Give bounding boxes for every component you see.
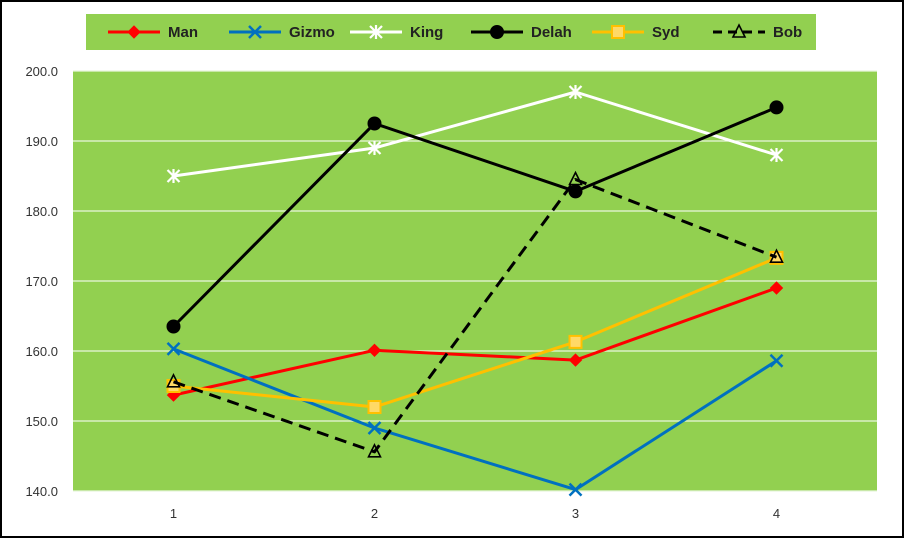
legend-entry-syd: Syd xyxy=(592,24,680,41)
y-tick-label: 180.0 xyxy=(25,204,58,219)
y-tick-label: 150.0 xyxy=(25,414,58,429)
x-tick-label: 1 xyxy=(170,506,177,521)
legend-marker-man xyxy=(127,25,141,39)
data-point-king xyxy=(166,169,181,183)
legend-entry-man: Man xyxy=(108,24,198,41)
y-axis-ticks: 140.0 150.0 160.0 170.0 180.0 190.0 200.0 xyxy=(25,64,58,499)
data-point-man xyxy=(769,281,784,295)
series-line-gizmo xyxy=(172,347,778,492)
x-tick-label: 4 xyxy=(773,506,780,521)
legend-label: Bob xyxy=(773,24,802,41)
data-point-delah xyxy=(769,100,784,115)
data-point-bob xyxy=(568,170,583,186)
data-point-king xyxy=(568,85,583,99)
x-tick-label: 2 xyxy=(371,506,378,521)
legend-marker-king xyxy=(369,25,383,39)
y-tick-label: 170.0 xyxy=(25,274,58,289)
series-line-man xyxy=(173,286,778,397)
y-tick-label: 200.0 xyxy=(25,64,58,79)
legend-entry-king: King xyxy=(350,24,443,41)
legend-label: Man xyxy=(168,24,198,41)
data-point-gizmo xyxy=(568,482,583,497)
y-tick-label: 160.0 xyxy=(25,344,58,359)
x-tick-label: 3 xyxy=(572,506,579,521)
data-point-syd xyxy=(367,400,382,414)
data-point-syd xyxy=(568,334,583,349)
gridlines xyxy=(73,70,877,492)
data-point-man xyxy=(568,353,583,367)
legend-label: Gizmo xyxy=(289,24,335,41)
y-tick-label: 140.0 xyxy=(25,484,58,499)
data-point-king xyxy=(769,148,784,162)
legend-marker-bob xyxy=(731,23,747,38)
series-gizmo xyxy=(166,342,784,497)
legend-entry-gizmo: Gizmo xyxy=(229,24,335,41)
data-point-delah xyxy=(166,319,181,334)
series-delah xyxy=(166,100,784,334)
legend-box xyxy=(86,14,816,50)
data-point-gizmo xyxy=(769,353,784,368)
legend-label: Delah xyxy=(531,24,572,41)
data-point-bob xyxy=(367,443,382,458)
data-point-king xyxy=(367,141,382,155)
series-king xyxy=(166,85,784,183)
data-point-bob xyxy=(166,373,181,388)
data-point-gizmo xyxy=(166,342,181,356)
data-point-bob xyxy=(769,248,784,264)
legend-marker-syd xyxy=(611,25,625,39)
y-tick-label: 190.0 xyxy=(25,134,58,149)
series-bob xyxy=(166,170,784,458)
data-point-gizmo xyxy=(367,421,382,435)
data-point-man xyxy=(367,343,382,358)
x-axis-ticks: 1 2 3 4 xyxy=(170,506,780,521)
legend-entry-delah: Delah xyxy=(471,24,572,41)
series-line-bob xyxy=(173,178,778,454)
data-point-delah xyxy=(367,116,382,131)
legend-marker-delah xyxy=(490,25,504,39)
series-line-delah xyxy=(172,106,778,328)
legend: Man Gizmo King Delah Syd Bob xyxy=(86,14,816,50)
legend-label: King xyxy=(410,24,443,41)
legend-entry-bob: Bob xyxy=(713,23,802,41)
series-line-syd xyxy=(173,256,778,409)
legend-marker-gizmo xyxy=(248,25,262,39)
legend-label: Syd xyxy=(652,24,680,41)
series-layer xyxy=(166,85,784,497)
series-line-king xyxy=(173,90,777,178)
